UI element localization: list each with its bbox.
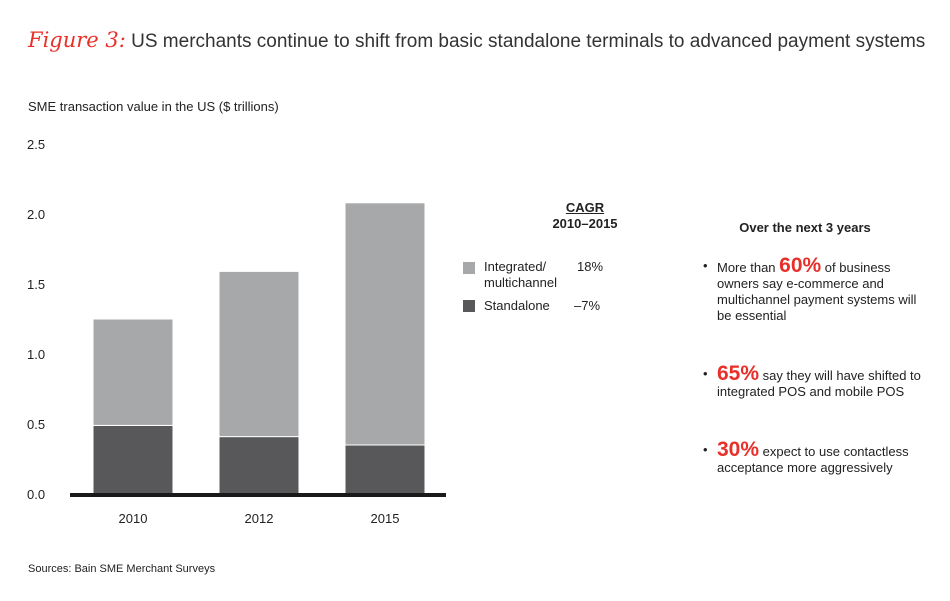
legend-label-standalone: Standalone (484, 298, 550, 313)
y-tick-label: 0.0 (27, 487, 45, 502)
x-axis-baseline (70, 493, 446, 497)
legend-label-integrated: Integrated/ multichannel (484, 259, 557, 291)
bar-standalone-2012 (218, 436, 300, 495)
y-tick-label: 0.5 (27, 417, 45, 432)
source-note: Sources: Bain SME Merchant Surveys (28, 563, 216, 575)
legend-cagr-standalone: –7% (574, 298, 601, 313)
bar-integrated-2015 (344, 202, 426, 446)
bar-integrated-2010 (92, 318, 174, 426)
legend-swatch-standalone (463, 300, 475, 312)
bullet-2-highlight: 65% (717, 362, 760, 385)
y-tick-label: 1.0 (27, 347, 45, 362)
legend-swatch-integrated (463, 262, 475, 274)
y-tick-label: 2.0 (27, 207, 45, 222)
legend-cagr-integrated: 18% (577, 259, 604, 274)
cagr-header-period: 2010–2015 (552, 216, 618, 231)
figure-title-text: US merchants continue to shift from basi… (131, 31, 926, 52)
x-tick-label: 2010 (119, 511, 148, 526)
bullet-1-highlight: 60% (779, 254, 822, 277)
bullet-3-highlight: 30% (717, 438, 760, 461)
y-tick-label: 1.5 (27, 277, 45, 292)
bar-standalone-2010 (92, 424, 174, 495)
figure-number: Figure 3: (28, 28, 126, 52)
bullet-dot: • (703, 366, 708, 381)
bullet-2-post: say they will have shifted to integrated… (717, 368, 921, 399)
legend-label-integrated-line1: Integrated/ (484, 259, 547, 274)
bullet-1-pre: More than (717, 260, 780, 275)
sidebar-heading: Over the next 3 years (739, 220, 871, 235)
y-tick-label: 2.5 (27, 137, 45, 152)
bar-standalone-2015 (344, 444, 426, 495)
cagr-header-title: CAGR (565, 200, 605, 215)
x-tick-label: 2012 (245, 511, 274, 526)
cagr-header: CAGR 2010–2015 (535, 200, 635, 232)
bullet-dot: • (703, 442, 708, 457)
y-axis-label: SME transaction value in the US ($ trill… (28, 99, 279, 114)
bullet-1-post: of business owners say e-commerce and mu… (717, 260, 917, 323)
figure-title: Figure 3: US merchants continue to shift… (28, 28, 925, 53)
x-tick-label: 2015 (371, 511, 400, 526)
bullet-3-post: expect to use contactless acceptance mor… (717, 444, 909, 475)
bullet-dot: • (703, 258, 708, 273)
legend-label-integrated-line2: multichannel (484, 275, 557, 290)
bar-integrated-2012 (218, 270, 300, 438)
